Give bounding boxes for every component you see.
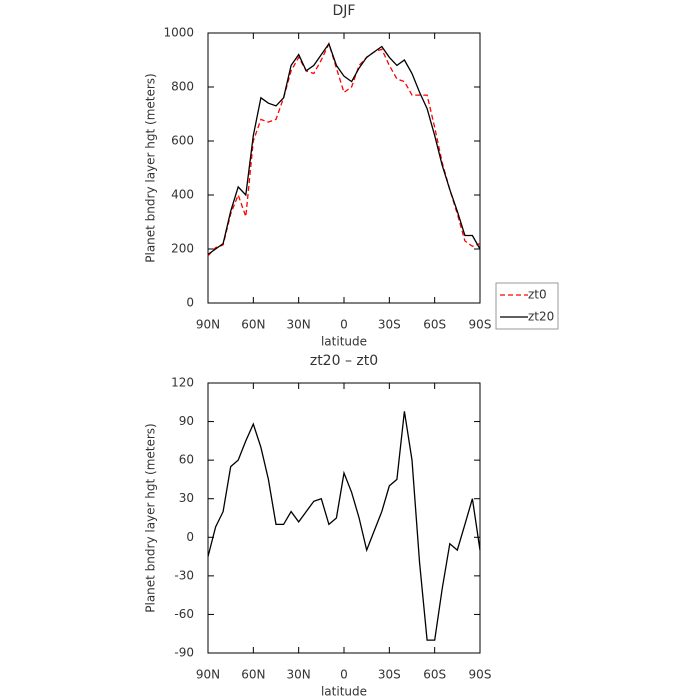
y-tick-label: 30 [179, 491, 194, 505]
y-tick-label: 200 [171, 242, 194, 256]
x-tick-label: 30S [378, 318, 401, 332]
x-tick-label: 30S [378, 668, 401, 682]
y-axis-label: Planet bndry layer hgt (meters) [144, 423, 158, 613]
legend-label: zt0 [528, 288, 547, 302]
series-line [207, 411, 481, 641]
y-tick-label: -60 [174, 607, 194, 621]
x-tick-label: 90S [469, 318, 492, 332]
x-tick-label: 60S [423, 668, 446, 682]
y-tick-label: -30 [174, 568, 194, 582]
y-axis-label: Planet bndry layer hgt (meters) [144, 73, 158, 263]
y-tick-label: 0 [186, 296, 194, 310]
y-tick-label: 400 [171, 188, 194, 202]
y-tick-label: 60 [179, 453, 194, 467]
x-tick-label: 90N [196, 318, 220, 332]
x-tick-label: 60S [423, 318, 446, 332]
chart-title: zt20 – zt0 [310, 353, 378, 369]
y-tick-label: 90 [179, 414, 194, 428]
x-axis-label: latitude [321, 685, 367, 699]
x-tick-label: 30N [287, 668, 311, 682]
x-tick-label: 90S [469, 668, 492, 682]
series-line [207, 42, 481, 257]
x-tick-label: 0 [340, 668, 348, 682]
y-tick-label: 800 [171, 80, 194, 94]
y-tick-label: 600 [171, 134, 194, 148]
x-tick-label: 60N [241, 668, 265, 682]
x-tick-label: 30N [287, 318, 311, 332]
y-tick-label: 1000 [163, 26, 194, 40]
legend-label: zt20 [528, 310, 554, 324]
x-tick-label: 60N [241, 318, 265, 332]
x-tick-label: 0 [340, 318, 348, 332]
legend-box [495, 282, 559, 330]
chart-title: DJF [333, 3, 356, 19]
series-line [207, 42, 481, 255]
x-tick-label: 90N [196, 668, 220, 682]
y-tick-label: 120 [171, 376, 194, 390]
y-tick-label: 0 [186, 530, 194, 544]
y-tick-label: -90 [174, 646, 194, 660]
x-axis-label: latitude [321, 335, 367, 349]
